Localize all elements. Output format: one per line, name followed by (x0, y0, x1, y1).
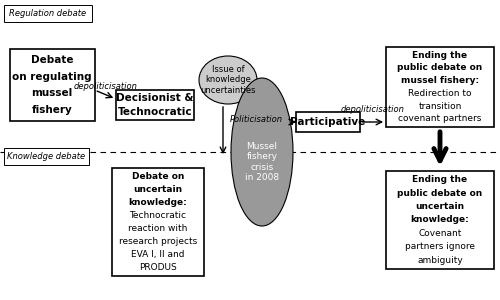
Text: Debate: Debate (31, 55, 73, 65)
Bar (386, 47, 494, 127)
Text: PRODUS: PRODUS (139, 263, 177, 272)
Text: covenant partners: covenant partners (398, 114, 481, 123)
Bar (4, 5, 92, 22)
Text: Ending the: Ending the (412, 175, 468, 184)
Text: mussel: mussel (32, 88, 72, 98)
Text: Redirection to: Redirection to (408, 89, 472, 98)
Text: Politicisation: Politicisation (230, 115, 283, 124)
Text: mussel fishery:: mussel fishery: (401, 76, 479, 85)
Text: Technocratic: Technocratic (118, 106, 192, 116)
Text: depoliticisation: depoliticisation (74, 82, 137, 91)
Text: research projects: research projects (119, 237, 197, 246)
Text: uncertain: uncertain (416, 202, 465, 211)
Text: Ending the: Ending the (412, 51, 468, 60)
Bar (386, 171, 494, 269)
Text: public debate on: public debate on (398, 64, 482, 73)
Text: fishery: fishery (32, 105, 72, 115)
Bar (10, 49, 94, 121)
Text: reaction with: reaction with (128, 224, 188, 233)
Ellipse shape (231, 78, 293, 226)
Text: Debate on: Debate on (132, 172, 184, 181)
Text: transition: transition (418, 101, 462, 110)
Bar (112, 168, 204, 276)
Text: depoliticisation: depoliticisation (341, 105, 405, 114)
Text: Participative: Participative (290, 117, 366, 127)
Bar (4, 148, 89, 165)
Text: public debate on: public debate on (398, 189, 482, 198)
Ellipse shape (199, 56, 257, 104)
Text: knowledge:: knowledge: (128, 198, 188, 207)
Text: Knowledge debate: Knowledge debate (8, 152, 86, 161)
Text: Issue of
knowledge
uncertainties: Issue of knowledge uncertainties (200, 65, 256, 95)
Text: Regulation debate: Regulation debate (10, 9, 86, 18)
Bar (296, 112, 360, 132)
Text: Decisionist &: Decisionist & (116, 94, 194, 103)
Bar (116, 90, 194, 120)
Text: uncertain: uncertain (134, 185, 182, 194)
Text: knowledge:: knowledge: (410, 215, 470, 224)
Text: ambiguity: ambiguity (417, 256, 463, 265)
Text: on regulating: on regulating (12, 72, 92, 82)
Text: Mussel
fishery
crisis
in 2008: Mussel fishery crisis in 2008 (245, 142, 279, 182)
Text: partners ignore: partners ignore (405, 242, 475, 251)
Text: Technocratic: Technocratic (130, 211, 186, 220)
Text: Covenant: Covenant (418, 229, 462, 238)
Text: EVA I, II and: EVA I, II and (131, 250, 185, 259)
